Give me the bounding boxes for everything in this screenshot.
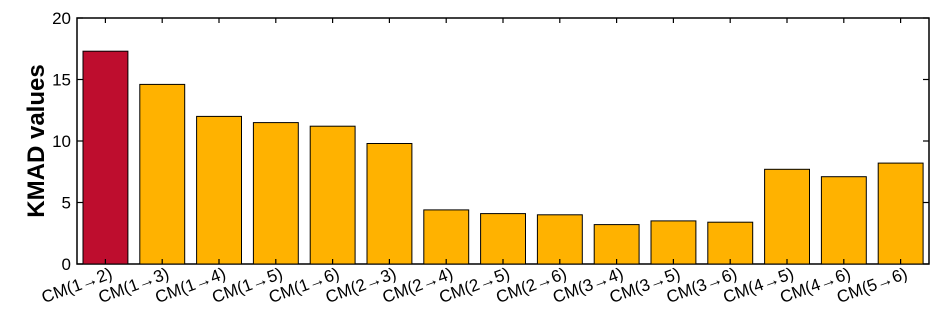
bar: [309, 125, 356, 265]
bar: [877, 162, 924, 265]
bar: [480, 213, 527, 265]
bar: [423, 209, 470, 265]
bar: [707, 221, 754, 265]
bar: [764, 168, 810, 265]
bar: [196, 115, 243, 265]
y-tick-label: 10: [52, 132, 71, 151]
y-ticks: 0 5 10 15 20: [52, 9, 929, 274]
y-tick-label: 0: [62, 255, 71, 274]
y-tick-label: 5: [62, 194, 71, 213]
bar: [593, 224, 640, 265]
y-tick-label: 20: [52, 9, 71, 28]
bar: [139, 83, 186, 265]
y-tick-label: 15: [52, 71, 71, 90]
bar: [366, 143, 413, 265]
bar: [536, 214, 583, 265]
bar-series: [82, 50, 924, 265]
bar: [650, 220, 697, 265]
bar: [820, 176, 867, 265]
bar: [252, 122, 299, 265]
y-axis-label: KMAD values: [23, 64, 50, 217]
bar: [82, 50, 129, 265]
